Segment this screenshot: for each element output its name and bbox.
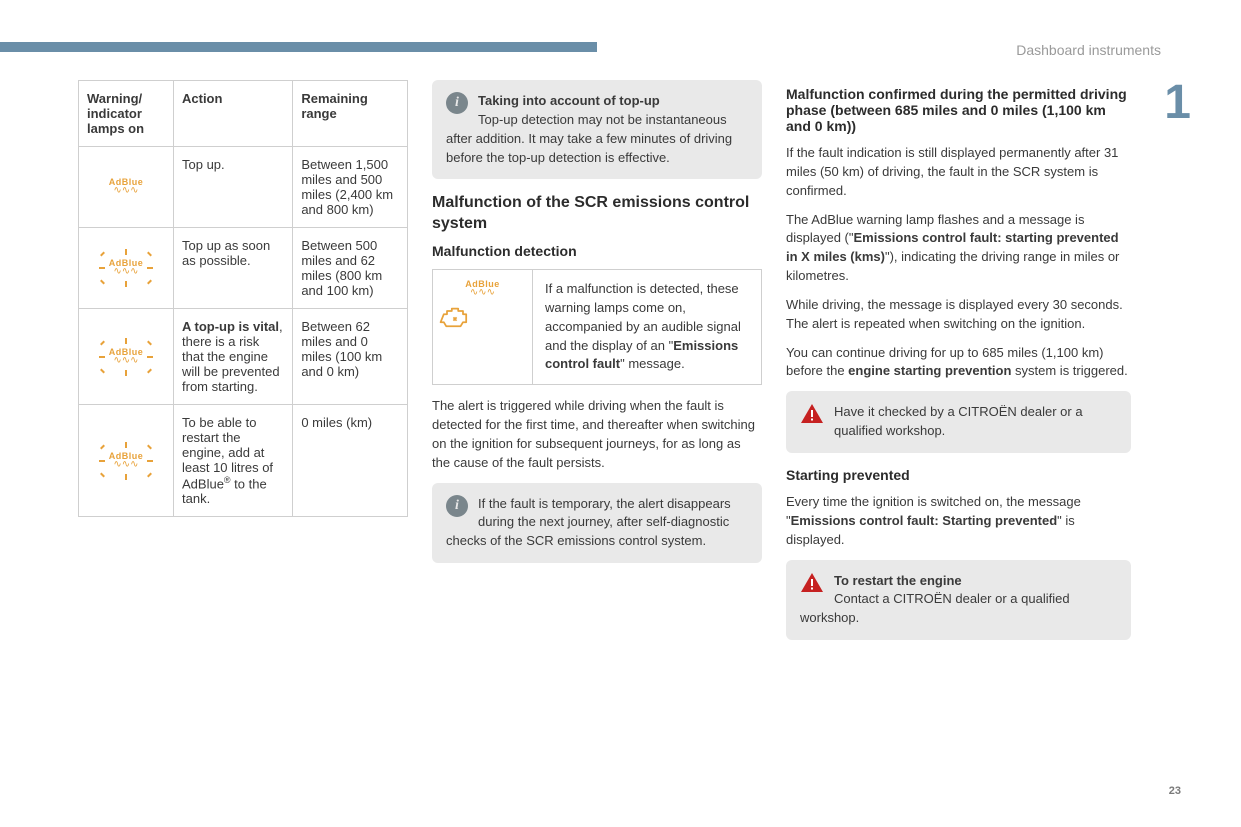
info-icon: i <box>446 92 468 114</box>
action-cell: Top up. <box>174 147 293 228</box>
info-body: If the fault is temporary, the alert dis… <box>446 496 731 549</box>
range-cell: Between 62 miles and 0 miles (100 km and… <box>293 309 408 405</box>
info-icon: i <box>446 495 468 517</box>
warning-box-checked: Have it checked by a CITROËN dealer or a… <box>786 391 1131 453</box>
body-text: You can continue driving for up to 685 m… <box>786 344 1131 382</box>
warning-text: Have it checked by a CITROËN dealer or a… <box>834 404 1083 438</box>
warning-table: Warning/ indicator lamps on Action Remai… <box>78 80 408 517</box>
table-row: AdBlue∿∿∿ Top up. Between 1,500 miles an… <box>79 147 408 228</box>
column-1: Warning/ indicator lamps on Action Remai… <box>78 80 408 654</box>
range-cell: Between 1,500 miles and 500 miles (2,400… <box>293 147 408 228</box>
section-header: Dashboard instruments <box>1016 42 1161 58</box>
column-3: Malfunction confirmed during the permitt… <box>786 80 1131 654</box>
malfunction-lamp-box: AdBlue∿∿∿ If a malfunction is detected, … <box>432 269 762 385</box>
body-text: While driving, the message is displayed … <box>786 296 1131 334</box>
table-row: AdBlue∿∿∿ To be able to restart the engi… <box>79 405 408 517</box>
adblue-flash-icon: AdBlue∿∿∿ <box>101 340 152 374</box>
body-text: If the fault indication is still display… <box>786 144 1131 201</box>
info-title: Taking into account of top-up <box>478 93 660 108</box>
adblue-icon: AdBlue∿∿∿ <box>465 280 500 298</box>
warning-box-restart: To restart the engine Contact a CITROËN … <box>786 560 1131 641</box>
top-accent-bar <box>0 42 597 52</box>
adblue-flash-icon: AdBlue∿∿∿ <box>101 251 152 285</box>
content-columns: Warning/ indicator lamps on Action Remai… <box>78 80 1131 654</box>
chapter-number: 1 <box>1164 75 1191 130</box>
info-box-temporary: i If the fault is temporary, the alert d… <box>432 483 762 564</box>
engine-icon <box>439 306 471 332</box>
lamp-cell: AdBlue∿∿∿ <box>79 228 174 309</box>
malf-text: If a malfunction is detected, these warn… <box>533 270 761 384</box>
table-row: AdBlue∿∿∿ A top-up is vital, there is a … <box>79 309 408 405</box>
action-cell: A top-up is vital, there is a risk that … <box>174 309 293 405</box>
column-2: i Taking into account of top-up Top-up d… <box>432 80 762 654</box>
lamp-cell: AdBlue∿∿∿ <box>79 405 174 517</box>
th-lamps: Warning/ indicator lamps on <box>79 81 174 147</box>
info-body: Top-up detection may not be instantaneou… <box>446 112 732 165</box>
range-cell: 0 miles (km) <box>293 405 408 517</box>
info-box-topup: i Taking into account of top-up Top-up d… <box>432 80 762 179</box>
page-number: 23 <box>1169 785 1181 797</box>
warning-triangle-icon <box>800 403 824 425</box>
table-header-row: Warning/ indicator lamps on Action Remai… <box>79 81 408 147</box>
body-text: The alert is triggered while driving whe… <box>432 397 762 472</box>
warning-triangle-icon <box>800 572 824 594</box>
sub-heading: Starting prevented <box>786 467 1131 483</box>
range-cell: Between 500 miles and 62 miles (800 km a… <box>293 228 408 309</box>
th-action: Action <box>174 81 293 147</box>
malf-icons: AdBlue∿∿∿ <box>433 270 533 384</box>
adblue-flash-icon: AdBlue∿∿∿ <box>101 444 152 478</box>
sub-heading: Malfunction confirmed during the permitt… <box>786 86 1131 134</box>
warning-text: Contact a CITROËN dealer or a qualified … <box>800 591 1070 625</box>
sub-heading: Malfunction detection <box>432 243 762 259</box>
lamp-cell: AdBlue∿∿∿ <box>79 147 174 228</box>
body-text: Every time the ignition is switched on, … <box>786 493 1131 550</box>
section-heading: Malfunction of the SCR emissions control… <box>432 193 762 235</box>
action-cell: Top up as soon as possible. <box>174 228 293 309</box>
table-row: AdBlue∿∿∿ Top up as soon as possible. Be… <box>79 228 408 309</box>
adblue-icon: AdBlue∿∿∿ <box>109 178 144 196</box>
warning-title: To restart the engine <box>834 573 962 588</box>
th-range: Remaining range <box>293 81 408 147</box>
body-text: The AdBlue warning lamp flashes and a me… <box>786 211 1131 286</box>
lamp-cell: AdBlue∿∿∿ <box>79 309 174 405</box>
action-cell: To be able to restart the engine, add at… <box>174 405 293 517</box>
